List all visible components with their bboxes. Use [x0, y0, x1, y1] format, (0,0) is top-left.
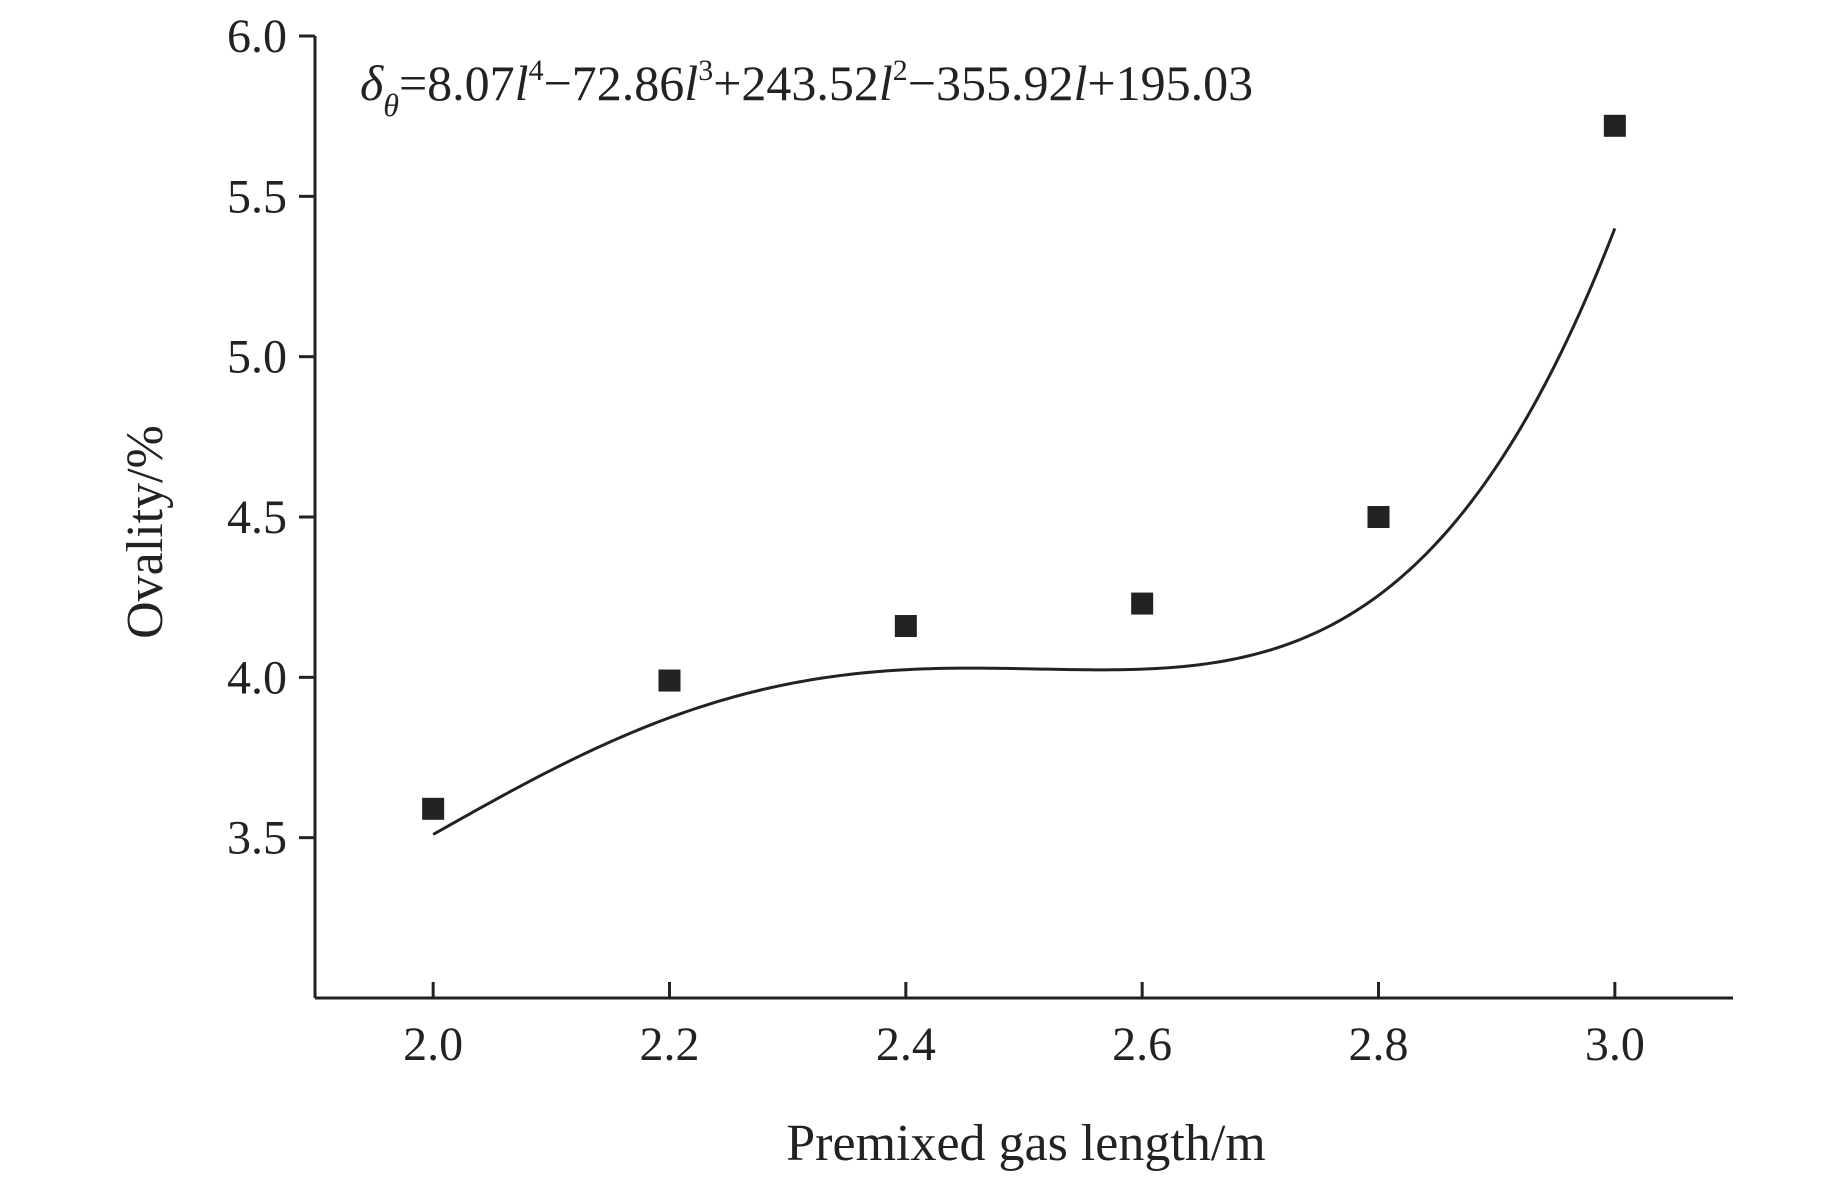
fit-curve-line	[432, 227, 1617, 836]
x-tick-label: 2.0	[403, 1018, 463, 1071]
y-axis-label: Ovality/%	[117, 425, 174, 639]
x-axis-label: Premixed gas length/m	[786, 1115, 1265, 1172]
x-tick-label: 2.8	[1349, 1018, 1409, 1071]
y-tick-label: 5.0	[227, 331, 287, 384]
tick-labels: 3.5 4.0 4.5 5.0 5.5 6.0 2.0 2.2 2.4 2.6 2.8 3.0	[227, 10, 1645, 1071]
y-tick-label: 4.0	[227, 651, 287, 704]
y-tick-label: 5.5	[227, 170, 287, 223]
x-tick-label: 2.4	[876, 1018, 936, 1071]
data-point-marker	[1367, 506, 1390, 528]
data-markers	[422, 114, 1626, 820]
x-tick-label: 2.2	[640, 1018, 700, 1071]
axes	[299, 34, 1733, 1000]
data-point-marker	[894, 615, 917, 638]
fit-curve-layer	[432, 227, 1617, 836]
y-tick-label: 4.5	[227, 491, 287, 544]
fit-equation: δθ=8.07l4−72.86l3+243.52l2−355.92l+195.0…	[360, 54, 1253, 123]
y-tick-label: 3.5	[227, 812, 287, 865]
y-tick-label: 6.0	[227, 10, 287, 63]
x-tick-label: 3.0	[1585, 1018, 1645, 1071]
data-point-marker	[422, 797, 445, 820]
data-point-marker	[1603, 114, 1626, 137]
x-tick-label: 2.6	[1112, 1018, 1172, 1071]
data-point-marker	[658, 669, 681, 692]
data-point-marker	[1131, 592, 1154, 615]
